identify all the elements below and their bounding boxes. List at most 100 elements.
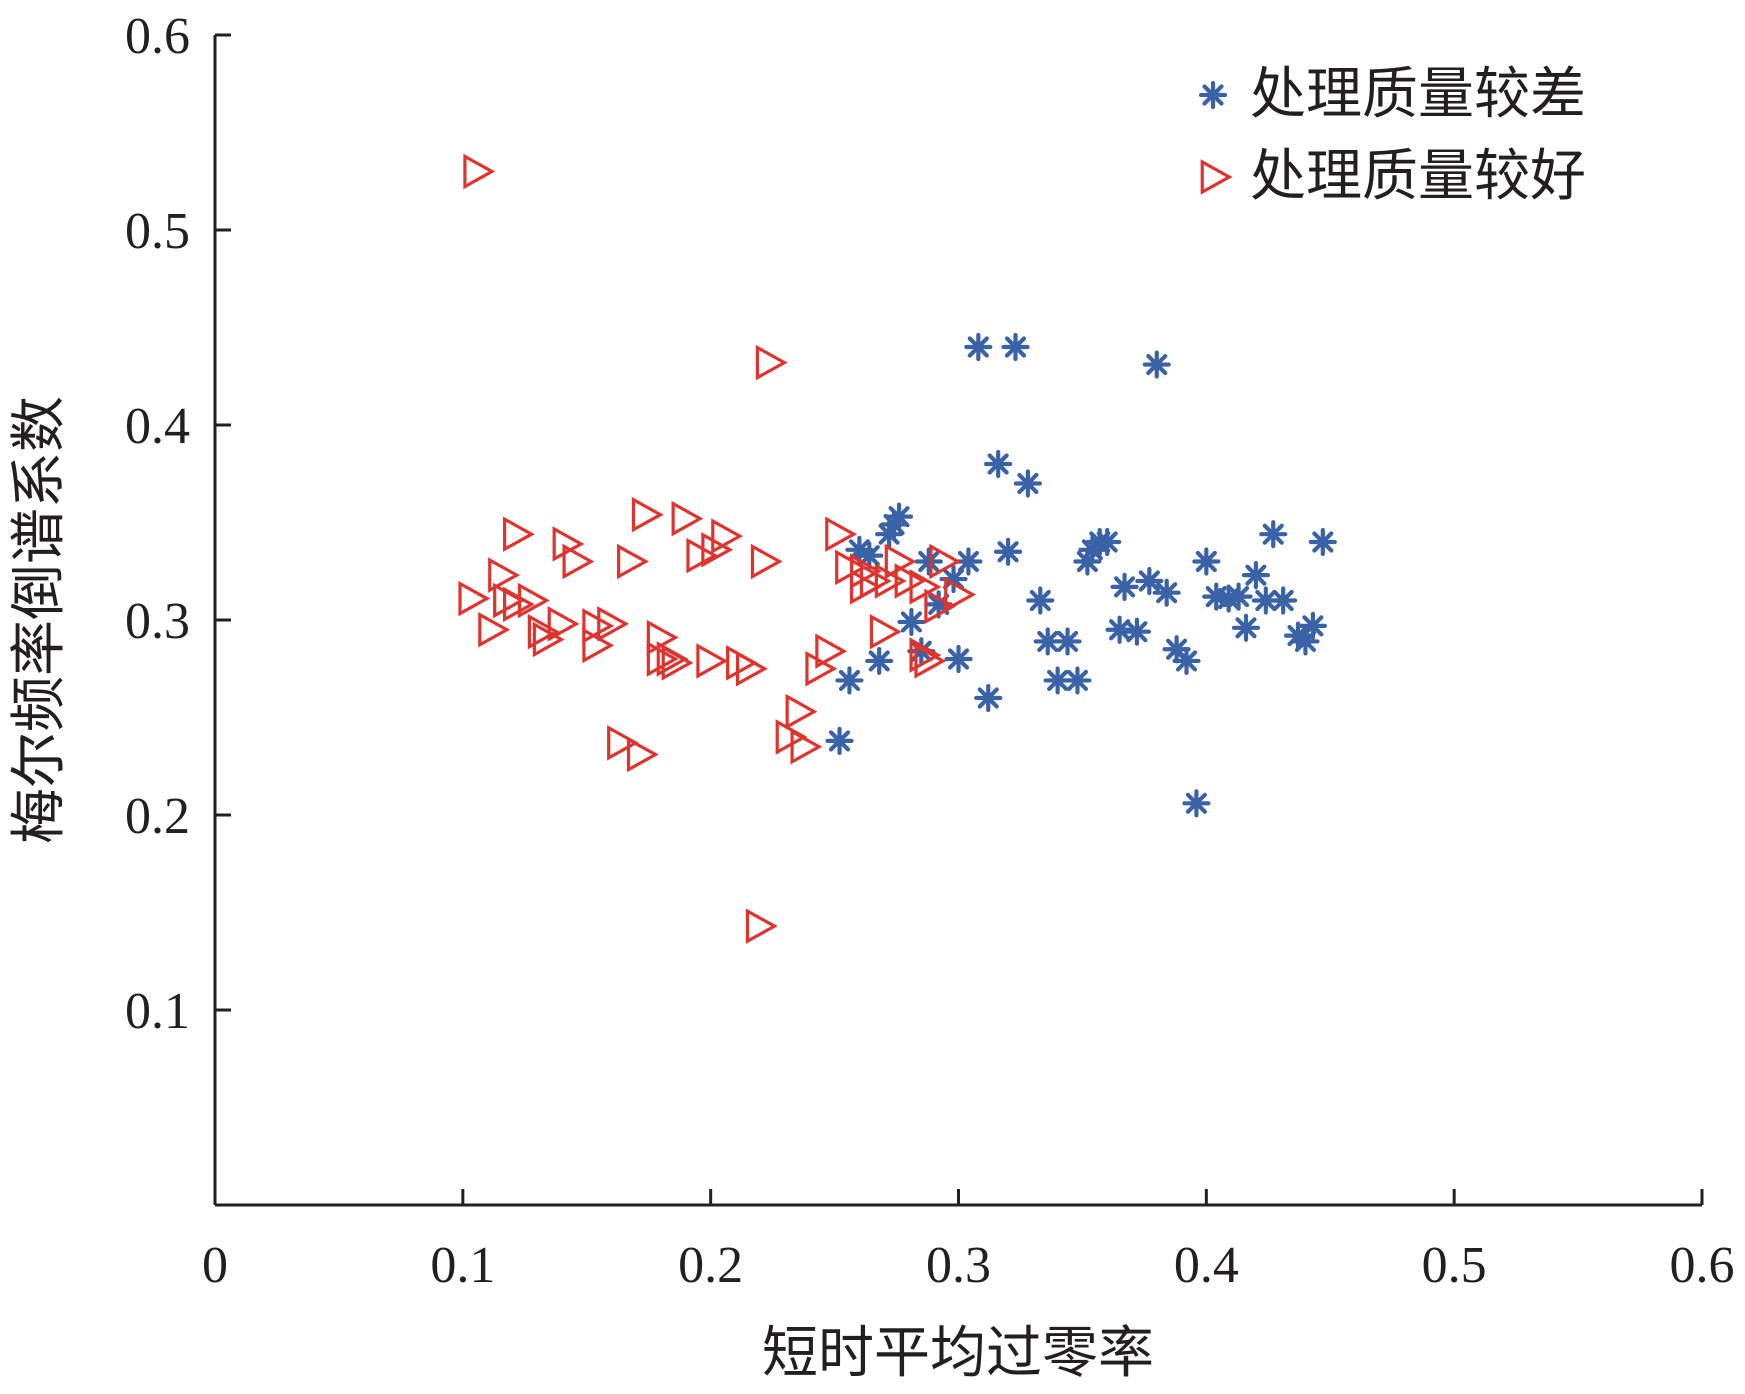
point-asterisk: [1152, 578, 1181, 607]
point-triangle: [582, 627, 615, 664]
point-triangle: [626, 736, 659, 773]
x-tick-label: 0.5: [1422, 1237, 1487, 1294]
point-asterisk: [1063, 666, 1092, 695]
point-asterisk: [1172, 646, 1201, 676]
point-asterisk: [1073, 547, 1102, 576]
point-triangle: [547, 606, 580, 642]
point-triangle: [874, 563, 907, 599]
point-asterisk: [1308, 527, 1337, 557]
legend-marker-triangle: [1200, 159, 1233, 195]
point-asterisk: [964, 332, 993, 362]
point-triangle: [686, 537, 719, 574]
point-triangle: [929, 543, 962, 580]
x-tick-label: 0.2: [678, 1237, 743, 1294]
point-triangle: [696, 643, 729, 679]
point-asterisk: [984, 449, 1013, 479]
point-triangle: [503, 516, 535, 552]
series-triangle-right: [458, 153, 977, 944]
point-triangle: [924, 588, 957, 625]
x-tick-label: 0.6: [1670, 1237, 1735, 1294]
point-triangle: [869, 613, 902, 650]
point-triangle: [527, 613, 560, 650]
point-asterisk: [1093, 527, 1122, 557]
point-asterisk: [1259, 520, 1288, 549]
x-tick-label: 0: [202, 1237, 228, 1294]
point-triangle: [661, 645, 694, 681]
point-triangle: [745, 908, 778, 944]
legend-item-poor: 处理质量较差: [1198, 62, 1586, 127]
point-triangle: [552, 526, 585, 562]
point-triangle: [562, 543, 595, 580]
point-asterisk: [1241, 561, 1271, 590]
x-tick-label: 0.3: [926, 1237, 991, 1294]
point-triangle: [478, 612, 511, 648]
point-asterisk: [1110, 572, 1139, 601]
point-triangle: [825, 516, 858, 552]
point-asterisk: [875, 520, 904, 549]
point-asterisk: [993, 537, 1023, 566]
point-triangle: [735, 651, 768, 687]
point-triangle: [671, 500, 704, 537]
x-tick-label: 0.1: [430, 1237, 495, 1294]
point-asterisk: [1192, 547, 1221, 576]
point-triangle: [726, 645, 758, 681]
point-asterisk: [1231, 613, 1261, 642]
point-asterisk: [1291, 627, 1320, 656]
point-triangle: [750, 543, 783, 580]
y-axis-title: 梅尔频率倒谱系数: [7, 396, 72, 844]
point-asterisk: [974, 683, 1003, 713]
point-asterisk: [1053, 627, 1082, 656]
y-tick-label: 0.2: [125, 788, 190, 845]
point-asterisk: [1182, 789, 1211, 818]
ticks: 0 0.1 0.2 0.3 0.4 0.5 0.6 0.1 0.2 0.3 0.4 0.5 0.6: [125, 8, 1735, 1294]
point-asterisk: [1198, 80, 1228, 110]
point-asterisk: [825, 726, 854, 756]
point-triangle: [785, 693, 818, 730]
point-asterisk: [835, 666, 864, 695]
y-tick-label: 0.3: [125, 593, 190, 650]
point-asterisk: [865, 646, 894, 676]
point-triangle: [631, 496, 664, 533]
point-triangle: [790, 729, 823, 765]
point-triangle: [805, 651, 838, 687]
point-triangle: [914, 643, 947, 679]
point-asterisk: [1298, 611, 1328, 640]
point-triangle: [582, 608, 615, 644]
x-axis-title: 短时平均过零率: [762, 1321, 1154, 1386]
series-asterisk: [825, 332, 1337, 818]
point-asterisk: [914, 547, 943, 576]
axes: [213, 35, 1702, 1207]
y-tick-label: 0.4: [125, 398, 190, 455]
point-asterisk: [1224, 582, 1253, 611]
legend-label-poor: 处理质量较差: [1250, 62, 1586, 127]
point-asterisk: [1105, 615, 1134, 644]
legend-label-good: 处理质量较好: [1250, 144, 1586, 209]
point-triangle: [597, 606, 630, 642]
point-triangle: [607, 725, 639, 761]
point-triangle: [909, 637, 942, 673]
point-triangle: [488, 557, 521, 593]
point-asterisk: [1013, 469, 1042, 498]
x-tick-label: 0.4: [1174, 1237, 1239, 1294]
point-triangle: [458, 580, 491, 617]
point-asterisk: [1026, 586, 1055, 615]
point-triangle: [815, 633, 848, 669]
point-asterisk: [1001, 332, 1030, 362]
y-tick-label: 0.5: [125, 203, 190, 260]
legend-item-good: 处理质量较好: [1200, 144, 1586, 209]
point-triangle: [463, 153, 496, 190]
point-asterisk: [1251, 586, 1280, 615]
point-asterisk: [1122, 617, 1152, 646]
point-asterisk: [897, 607, 926, 637]
data-points: [458, 153, 1337, 944]
point-asterisk: [1135, 566, 1164, 596]
point-triangle: [617, 543, 649, 580]
point-triangle: [711, 518, 744, 554]
point-asterisk: [944, 644, 973, 674]
point-triangle: [944, 576, 977, 613]
legend: 处理质量较差 处理质量较好: [1198, 62, 1586, 209]
y-tick-label: 0.6: [125, 8, 190, 65]
point-triangle: [532, 621, 565, 658]
point-triangle: [493, 582, 525, 619]
